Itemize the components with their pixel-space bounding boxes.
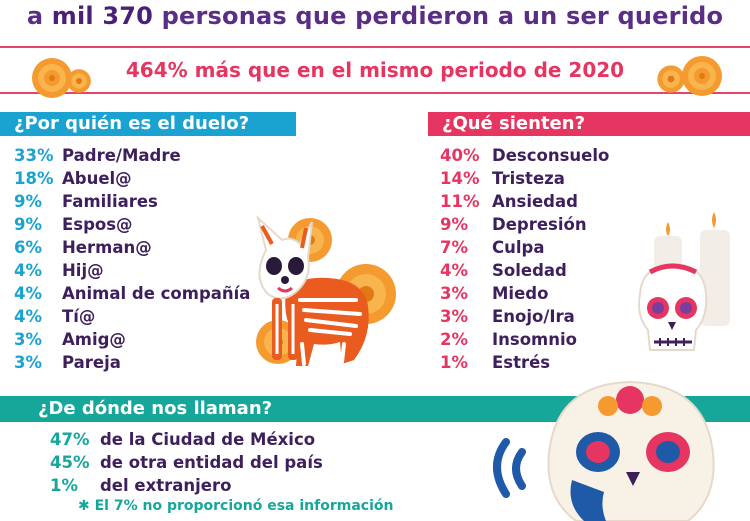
percent: 40% bbox=[440, 146, 480, 165]
label: Animal de compañía bbox=[62, 284, 251, 303]
label: Tristeza bbox=[492, 169, 565, 188]
duelo-list: 33% Padre/Madre 18% Abuel@ 9% Familiares 9%… bbox=[14, 144, 250, 374]
list-item: 18% Abuel@ bbox=[14, 167, 250, 190]
label: Tí@ bbox=[62, 307, 96, 326]
label: Espos@ bbox=[62, 215, 133, 234]
label: Padre/Madre bbox=[62, 146, 181, 165]
marigold-flower-icon bbox=[657, 65, 685, 93]
percent: 11% bbox=[440, 192, 480, 211]
label: del extranjero bbox=[100, 476, 232, 495]
asterisk-icon: ✱ bbox=[78, 498, 90, 514]
list-item: 3% Pareja bbox=[14, 351, 250, 374]
footnote: ✱ El 7% no proporcionó esa información bbox=[78, 498, 393, 514]
label: de otra entidad del país bbox=[100, 453, 323, 472]
list-item: 9% Espos@ bbox=[14, 213, 250, 236]
percent: 47% bbox=[50, 430, 90, 449]
list-item: 3% Enojo/Ira bbox=[440, 305, 609, 328]
list-item: 4% Animal de compañía bbox=[14, 282, 250, 305]
headline-number: mil 370 bbox=[51, 2, 154, 30]
label: Miedo bbox=[492, 284, 549, 303]
label: Culpa bbox=[492, 238, 545, 257]
percent: 4% bbox=[14, 284, 43, 303]
marigold-flower-icon bbox=[67, 69, 91, 93]
percent: 2% bbox=[440, 330, 469, 349]
percent: 3% bbox=[14, 330, 43, 349]
list-item: 47% de la Ciudad de México bbox=[50, 428, 323, 451]
list-item: 40% Desconsuelo bbox=[440, 144, 609, 167]
candles-skull-illustration-icon bbox=[638, 212, 730, 351]
origen-list: 47% de la Ciudad de México 45% de otra ent… bbox=[50, 428, 323, 497]
list-item: 6% Herman@ bbox=[14, 236, 250, 259]
list-item: 11% Ansiedad bbox=[440, 190, 609, 213]
subheadline: 464% más que en el mismo periodo de 2020 bbox=[125, 58, 625, 82]
headline-post: personas que perdieron a un ser querido bbox=[153, 2, 724, 30]
percent: 45% bbox=[50, 453, 90, 472]
list-item: 33% Padre/Madre bbox=[14, 144, 250, 167]
footnote-text: El 7% no proporcionó esa información bbox=[94, 498, 394, 514]
percent: 9% bbox=[440, 215, 469, 234]
bottom-rule bbox=[0, 92, 750, 94]
percent: 3% bbox=[440, 284, 469, 303]
label: Familiares bbox=[62, 192, 158, 211]
percent: 4% bbox=[440, 261, 469, 280]
label: Amig@ bbox=[62, 330, 126, 349]
list-item: 7% Culpa bbox=[440, 236, 609, 259]
label: Abuel@ bbox=[62, 169, 132, 188]
percent: 1% bbox=[50, 476, 79, 495]
label: Depresión bbox=[492, 215, 587, 234]
list-item: 4% Tí@ bbox=[14, 305, 250, 328]
xolo-dog-illustration-icon bbox=[256, 215, 396, 366]
sienten-list: 40% Desconsuelo 14% Tristeza 11% Ansiedad 9… bbox=[440, 144, 609, 374]
list-item: 4% Hij@ bbox=[14, 259, 250, 282]
headline-pre: a bbox=[26, 2, 52, 30]
label: Enojo/Ira bbox=[492, 307, 575, 326]
percent: 18% bbox=[14, 169, 54, 188]
percent: 4% bbox=[14, 307, 43, 326]
percent: 6% bbox=[14, 238, 43, 257]
list-item: 45% de otra entidad del país bbox=[50, 451, 323, 474]
list-item: 9% Familiares bbox=[14, 190, 250, 213]
list-item: 4% Soledad bbox=[440, 259, 609, 282]
percent: 9% bbox=[14, 215, 43, 234]
label: Estrés bbox=[492, 353, 551, 372]
top-rule bbox=[0, 46, 750, 48]
marigold-flower-icon bbox=[32, 58, 72, 98]
list-item: 3% Amig@ bbox=[14, 328, 250, 351]
label: Herman@ bbox=[62, 238, 152, 257]
percent: 33% bbox=[14, 146, 54, 165]
percent: 14% bbox=[440, 169, 480, 188]
percent: 9% bbox=[14, 192, 43, 211]
label: Ansiedad bbox=[492, 192, 578, 211]
marigold-flower-icon bbox=[682, 56, 722, 96]
percent: 3% bbox=[440, 307, 469, 326]
label: Desconsuelo bbox=[492, 146, 610, 165]
percent: 4% bbox=[14, 261, 43, 280]
label: Insomnio bbox=[492, 330, 577, 349]
headline: a mil 370 personas que perdieron a un se… bbox=[0, 2, 750, 30]
label: Hij@ bbox=[62, 261, 104, 280]
list-item: 3% Miedo bbox=[440, 282, 609, 305]
label: de la Ciudad de México bbox=[100, 430, 316, 449]
list-item: 2% Insomnio bbox=[440, 328, 609, 351]
list-item: 9% Depresión bbox=[440, 213, 609, 236]
percent: 7% bbox=[440, 238, 469, 257]
percent: 1% bbox=[440, 353, 469, 372]
list-item: 1% del extranjero bbox=[50, 474, 323, 497]
label: Soledad bbox=[492, 261, 567, 280]
skull-phone-illustration-icon bbox=[493, 380, 715, 521]
section-header-sienten: ¿Qué sienten? bbox=[428, 112, 750, 136]
list-item: 14% Tristeza bbox=[440, 167, 609, 190]
label: Pareja bbox=[62, 353, 121, 372]
percent: 3% bbox=[14, 353, 43, 372]
list-item: 1% Estrés bbox=[440, 351, 609, 374]
section-header-duelo: ¿Por quién es el duelo? bbox=[0, 112, 296, 136]
